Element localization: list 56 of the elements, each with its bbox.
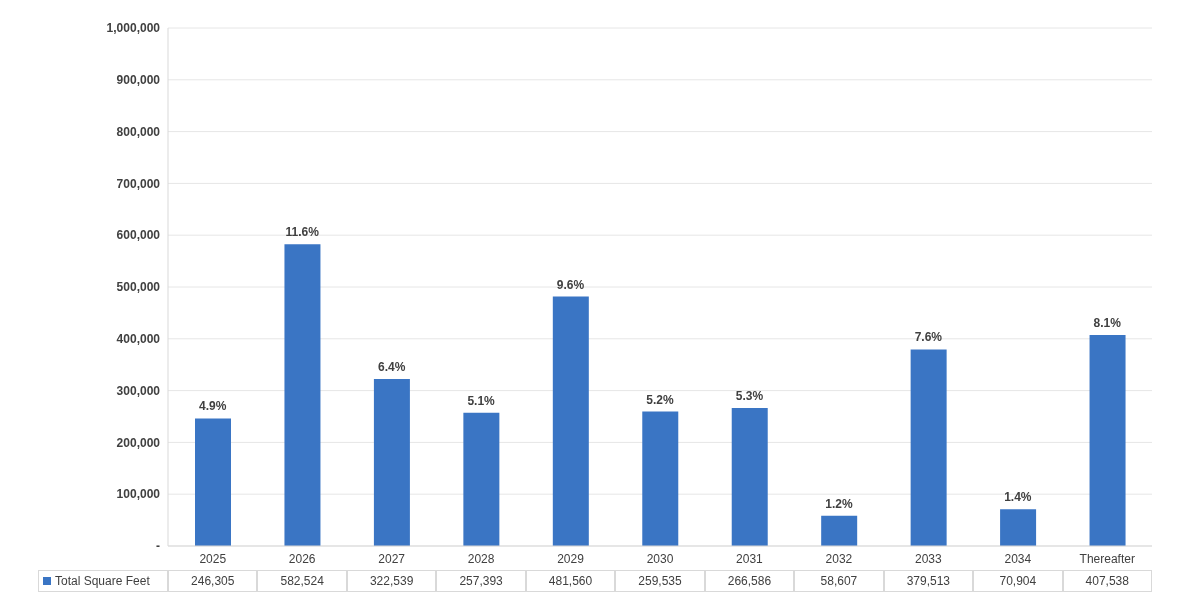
bar <box>642 411 679 546</box>
bar <box>373 378 410 546</box>
y-tick-label: 100,000 <box>116 487 161 502</box>
bar <box>195 418 231 546</box>
bar <box>1000 509 1037 546</box>
x-tick-label: 2033 <box>915 551 943 566</box>
bar <box>821 515 858 546</box>
annotation: 6.4% <box>377 359 406 374</box>
x-tick-label: 2026 <box>288 551 316 566</box>
x-tick-label: 2030 <box>646 551 674 566</box>
annotation: 1.2% <box>825 496 853 511</box>
data-label: 58,607 <box>794 570 884 592</box>
bar <box>910 349 947 546</box>
y-tick-label: 1,000,000 <box>106 21 161 36</box>
bar <box>1089 334 1126 546</box>
y-tick-label: 200,000 <box>116 435 161 450</box>
data-label: 259,535 <box>615 570 705 592</box>
y-tick-label: 700,000 <box>116 176 161 191</box>
bar <box>731 407 768 546</box>
annotation: 9.6% <box>556 277 585 292</box>
data-label: 246,305 <box>168 570 258 592</box>
y-tick-label: 800,000 <box>116 124 161 139</box>
x-tick-label: 2029 <box>557 551 585 566</box>
annotation: 5.3% <box>735 388 764 403</box>
x-tick-label: 2032 <box>825 551 853 566</box>
y-tick-label: 400,000 <box>116 332 161 347</box>
data-label: 266,586 <box>704 570 795 592</box>
annotation: 1.4% <box>1004 490 1032 505</box>
annotation: 5.1% <box>467 393 496 408</box>
data-label: 322,539 <box>346 570 437 592</box>
annotation: 7.6% <box>914 330 943 345</box>
data-label: 379,513 <box>883 570 974 592</box>
legend-label: Total Square Feet <box>55 574 150 588</box>
y-tick-label: 300,000 <box>116 383 161 398</box>
bar <box>552 296 589 546</box>
data-label: 257,393 <box>436 570 526 592</box>
annotation: 4.9% <box>199 399 227 414</box>
x-tick-label: 2027 <box>378 551 406 566</box>
x-tick-label: 2028 <box>467 551 495 566</box>
y-tick-label: 900,000 <box>116 73 161 88</box>
annotation: 8.1% <box>1093 315 1122 330</box>
y-tick-label: 500,000 <box>116 280 161 295</box>
y-tick-label: - <box>156 539 160 554</box>
x-tick-label: 2031 <box>736 551 764 566</box>
x-tick-label: 2025 <box>199 551 227 566</box>
data-label: 407,538 <box>1062 570 1152 592</box>
data-label: 70,904 <box>973 570 1063 592</box>
x-tick-label: Thereafter <box>1079 551 1135 566</box>
x-tick-label: 2034 <box>1004 551 1032 566</box>
bar <box>284 244 321 546</box>
annotation: 5.2% <box>646 392 674 407</box>
bar <box>463 412 500 546</box>
y-tick-label: 600,000 <box>116 228 161 243</box>
data-label: 582,524 <box>257 570 347 592</box>
annotation: 11.6% <box>285 225 320 240</box>
data-label: 481,560 <box>525 570 616 592</box>
